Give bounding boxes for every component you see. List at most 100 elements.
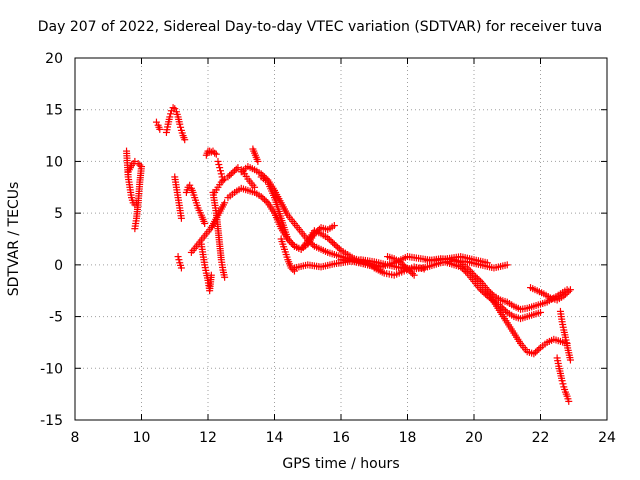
data-point-marker [503, 261, 511, 269]
data-point-marker [329, 239, 337, 247]
data-point-marker [478, 287, 486, 295]
data-point-marker [257, 193, 265, 201]
data-point-marker [218, 173, 226, 181]
data-point-marker [219, 176, 227, 184]
data-point-marker [410, 271, 418, 279]
data-point-marker [207, 271, 215, 279]
y-tick-label: 20 [45, 51, 63, 67]
data-point-marker [330, 240, 338, 248]
data-point-marker [231, 167, 239, 175]
data-point-marker [211, 149, 219, 157]
data-point-marker [404, 265, 411, 273]
x-tick-label: 10 [133, 430, 151, 446]
data-point-marker [460, 266, 468, 274]
data-point-marker [201, 219, 209, 227]
x-tick-label: 8 [71, 430, 80, 446]
data-point-marker [420, 265, 428, 273]
data-point-marker [560, 292, 568, 300]
data-point-marker [334, 243, 342, 251]
data-point-marker [458, 264, 466, 272]
data-point-marker [309, 241, 317, 249]
data-point-marker [174, 253, 182, 261]
x-tick-label: 14 [266, 430, 284, 446]
x-tick-label: 16 [332, 430, 350, 446]
data-point-marker [166, 113, 174, 121]
data-point-marker [212, 150, 220, 158]
data-point-marker [131, 225, 139, 233]
x-axis-label: GPS time / hours [282, 456, 400, 472]
data-point-marker [408, 270, 416, 278]
y-tick-label: -5 [49, 310, 63, 326]
data-point-marker [407, 268, 415, 276]
data-point-marker [473, 274, 481, 282]
data-point-marker [565, 397, 573, 405]
data-point-marker [561, 290, 569, 298]
data-point-marker [500, 305, 508, 313]
data-point-marker [175, 256, 183, 264]
x-tick-label: 18 [399, 430, 417, 446]
x-tick-label: 24 [598, 430, 616, 446]
y-tick-label: -10 [40, 361, 63, 377]
y-axis-label: SDTVAR / TECUs [6, 181, 22, 297]
data-point-marker [229, 168, 237, 176]
y-tick-label: 0 [54, 258, 63, 274]
data-point-marker [400, 262, 408, 270]
data-point-marker [563, 289, 571, 297]
data-point-marker [324, 234, 332, 242]
data-point-marker [559, 380, 567, 388]
data-point-marker [152, 118, 160, 126]
data-point-marker [136, 161, 144, 169]
data-point-marker [216, 164, 224, 172]
x-tick-label: 20 [465, 430, 483, 446]
data-point-marker [156, 125, 164, 133]
data-point-marker [215, 161, 223, 169]
data-point-marker [397, 259, 405, 267]
axis-ticks: 8 10 12 14 16 18 20 22 24 20 15 10 5 0 -5 -10 -15 [40, 51, 616, 446]
data-point-marker [565, 287, 573, 295]
data-point-marker [186, 181, 194, 189]
data-point-marker [566, 356, 574, 364]
data-point-marker [262, 197, 270, 205]
data-point-marker [216, 167, 224, 175]
data-point-marker [227, 170, 235, 178]
data-point-marker [566, 286, 574, 294]
data-point-marker [259, 194, 267, 202]
data-point-marker [402, 263, 410, 271]
data-point-marker [181, 136, 189, 144]
data-point-marker [535, 345, 543, 353]
data-point-marker [221, 199, 229, 207]
x-tick-label: 12 [199, 430, 217, 446]
data-point-marker [177, 264, 185, 272]
data-point-marker [134, 159, 142, 167]
data-point-marker [171, 105, 179, 113]
data-point-marker [261, 196, 269, 204]
gridlines [75, 58, 607, 420]
data-point-marker [483, 259, 491, 267]
data-point-marker [325, 236, 333, 244]
chart-title: Day 207 of 2022, Sidereal Day-to-day VTE… [37, 19, 603, 35]
data-point-marker [327, 237, 335, 245]
data-point-marker [177, 214, 185, 222]
data-point-marker [254, 157, 262, 165]
y-tick-label: 10 [45, 154, 63, 170]
data-point-marker [475, 276, 483, 284]
data-point-marker [221, 273, 229, 281]
data-point-marker [335, 245, 343, 253]
data-point-marker [558, 377, 566, 385]
data-point-marker [405, 267, 413, 275]
data-point-marker [176, 120, 184, 128]
data-point-marker [289, 266, 297, 274]
data-point-marker [167, 110, 175, 118]
data-point-marker [207, 148, 215, 156]
x-tick-label: 22 [532, 430, 550, 446]
data-point-marker [477, 286, 485, 294]
data-point-marker [330, 222, 338, 230]
data-point-marker [169, 104, 177, 112]
data-point-marker [177, 123, 185, 131]
y-tick-label: 15 [45, 103, 63, 119]
data-point-marker [502, 307, 510, 315]
data-point-marker [457, 263, 465, 271]
data-point-marker [226, 171, 234, 179]
data-point-marker [537, 308, 544, 316]
